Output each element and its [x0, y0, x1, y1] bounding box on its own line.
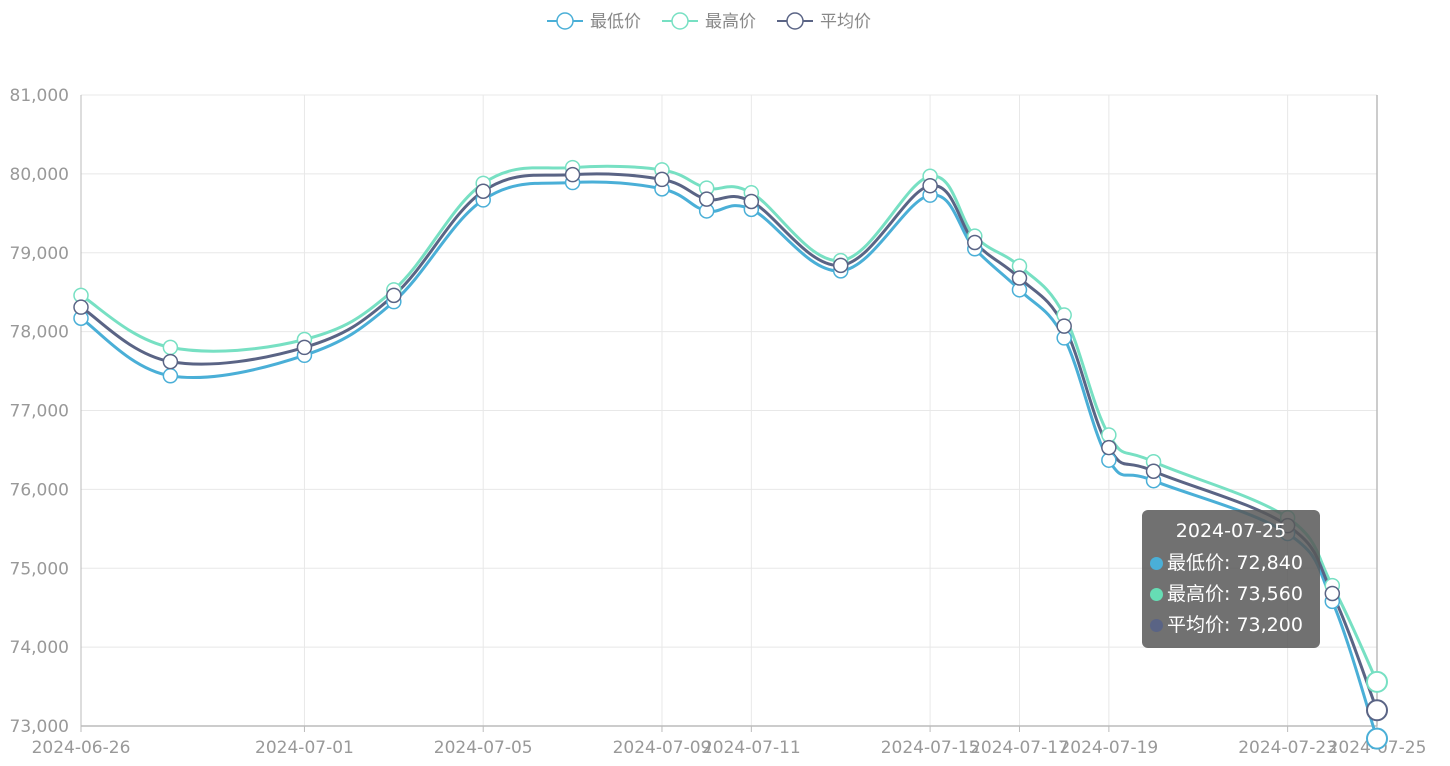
y-tick-label: 76,000 [10, 480, 69, 500]
data-point-avg[interactable] [832, 257, 849, 274]
data-point-avg[interactable] [475, 183, 491, 199]
data-point-avg[interactable] [296, 339, 313, 356]
y-tick-label: 77,000 [10, 402, 69, 422]
y-tick-label: 74,000 [10, 638, 69, 658]
y-tick-label: 80,000 [10, 165, 69, 185]
tooltip-title: 2024-07-25 [1175, 520, 1287, 542]
legend-marker-icon [786, 12, 804, 30]
legend: 最低价 最高价 平均价 [547, 12, 871, 32]
y-tick-label: 75,000 [10, 559, 69, 579]
data-point-avg[interactable] [1366, 699, 1388, 722]
x-tick-label: 2024-07-19 [1059, 738, 1158, 758]
legend-item-max[interactable]: 最高价 [662, 12, 756, 32]
tooltip-dot-max [1150, 588, 1163, 601]
data-point-avg[interactable] [698, 191, 715, 207]
data-point-avg[interactable] [386, 287, 402, 304]
x-tick-label: 2024-07-11 [702, 738, 801, 758]
x-tick-label: 2024-07-17 [970, 738, 1069, 758]
data-point-min[interactable] [162, 368, 179, 384]
y-tick-label: 78,000 [10, 323, 69, 343]
y-tick-label: 79,000 [10, 244, 69, 264]
tooltip-row-avg: 平均价: 73,200 [1150, 610, 1312, 641]
axes: 73,000 74,000 75,000 76,000 77,000 78,000 79,0… [10, 86, 1427, 758]
x-tick-label: 2024-07-01 [255, 738, 354, 758]
x-tick-label: 2024-06-26 [32, 738, 131, 758]
legend-label: 平均价 [820, 12, 871, 32]
x-tick-label: 2024-07-15 [881, 738, 980, 758]
data-point-avg[interactable] [1056, 318, 1072, 334]
data-point-avg[interactable] [922, 177, 938, 194]
series-line-min [80, 180, 1379, 740]
tooltip-dot-avg [1150, 619, 1163, 632]
tooltip-row-min: 最低价: 72,840 [1150, 548, 1312, 579]
x-tick-label: 2024-07-09 [613, 738, 712, 758]
series-points [73, 159, 1388, 750]
tooltip-text-max: 最高价: 73,560 [1167, 583, 1303, 605]
data-point-max[interactable] [1366, 670, 1388, 693]
legend-marker-icon [556, 12, 574, 30]
data-point-avg[interactable] [564, 166, 581, 183]
y-tick-label: 73,000 [10, 717, 69, 737]
data-point-min[interactable] [1366, 727, 1388, 750]
data-point-avg[interactable] [1324, 585, 1341, 602]
tooltip-text-avg: 平均价: 73,200 [1167, 614, 1303, 636]
tooltip-text-min: 最低价: 72,840 [1167, 552, 1303, 574]
data-point-avg[interactable] [1011, 270, 1028, 286]
data-point-avg[interactable] [654, 171, 670, 188]
tooltip-dot-min [1150, 557, 1163, 570]
data-point-avg[interactable] [1101, 439, 1117, 456]
data-point-avg[interactable] [73, 299, 89, 315]
series-lines [80, 164, 1379, 740]
tooltip-row-max: 最高价: 73,560 [1150, 579, 1312, 610]
legend-label: 最高价 [705, 12, 756, 32]
data-point-avg[interactable] [967, 234, 983, 251]
data-point-max[interactable] [162, 339, 179, 356]
legend-item-min[interactable]: 最低价 [547, 12, 641, 32]
x-tick-label: 2024-07-05 [434, 738, 533, 758]
data-point-avg[interactable] [162, 353, 179, 370]
tooltip: 2024-07-25 最低价: 72,840 最高价: 73,560 平均价: … [1142, 510, 1320, 648]
legend-item-avg[interactable]: 平均价 [777, 12, 871, 32]
data-point-avg[interactable] [1145, 463, 1162, 479]
x-tick-label: 2024-07-23 [1238, 738, 1337, 758]
legend-marker-icon [671, 12, 689, 30]
y-tick-label: 81,000 [10, 86, 69, 106]
data-point-avg[interactable] [743, 193, 760, 210]
legend-label: 最低价 [590, 12, 641, 32]
